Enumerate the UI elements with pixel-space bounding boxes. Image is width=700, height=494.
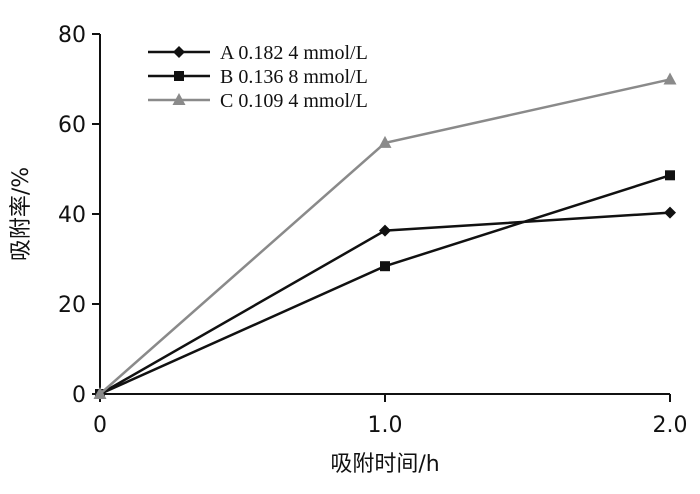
axes	[99, 34, 670, 395]
x-tick-label: 2.0	[653, 413, 688, 438]
series-line-square	[99, 174, 671, 396]
legend-label: A 0.182 4 mmol/L	[220, 42, 368, 64]
x-tick-label: 1.0	[368, 413, 403, 438]
y-tick-label: 60	[58, 113, 86, 138]
y-tick-label: 80	[58, 23, 86, 48]
legend-marker	[172, 93, 186, 105]
data-point-triangle	[378, 135, 392, 148]
series-line-diamond	[99, 211, 671, 396]
data-point-square	[665, 170, 675, 181]
data-point-triangle	[663, 72, 677, 85]
legend-marker	[174, 71, 184, 81]
legend-label: B 0.136 8 mmol/L	[220, 66, 368, 88]
x-tick-label: 0	[93, 413, 107, 438]
data-point-triangle	[93, 387, 107, 399]
x-ticks: 0 1.0 2.0	[93, 394, 688, 438]
y-axis-label: 吸附率/%	[9, 167, 34, 261]
legend-marker	[173, 46, 185, 58]
y-ticks: 0 20 40 60 80	[58, 23, 100, 408]
series-layer	[93, 72, 677, 400]
data-point-square	[380, 261, 390, 272]
y-tick-label: 20	[58, 293, 86, 318]
x-axis-label: 吸附时间/h	[330, 452, 439, 477]
y-tick-label: 0	[72, 383, 86, 408]
legend: A 0.182 4 mmol/LB 0.136 8 mmol/LC 0.109 …	[148, 42, 368, 112]
legend-label: C 0.109 4 mmol/L	[220, 90, 368, 112]
y-tick-label: 40	[58, 203, 86, 228]
data-point-diamond	[379, 224, 391, 237]
data-point-diamond	[664, 206, 676, 219]
series-line-triangle	[99, 78, 671, 395]
